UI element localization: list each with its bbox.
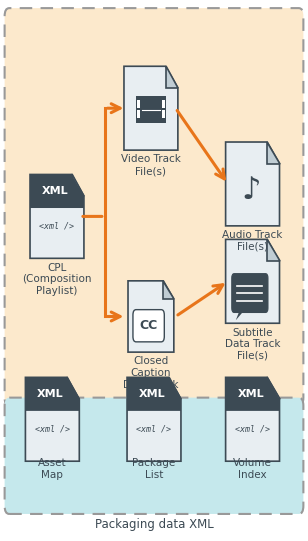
Text: ♪: ♪ [241,176,261,205]
Text: Subtitle
Data Track
File(s): Subtitle Data Track File(s) [225,328,280,361]
Polygon shape [236,308,246,320]
Polygon shape [267,239,280,261]
Text: Video Track
File(s): Video Track File(s) [121,155,181,176]
Bar [162,110,164,118]
Polygon shape [225,378,280,411]
Text: <xml />: <xml /> [39,222,75,231]
Polygon shape [267,378,280,399]
Text: XML: XML [37,389,64,399]
Polygon shape [67,378,79,399]
Text: Audio Track
File(s): Audio Track File(s) [222,230,283,252]
Polygon shape [267,142,280,163]
Text: CC: CC [140,319,158,332]
Polygon shape [225,378,280,461]
Text: <xml />: <xml /> [35,425,70,434]
Bar [137,100,140,108]
Text: Package
List: Package List [132,458,176,480]
FancyBboxPatch shape [5,8,303,406]
Polygon shape [127,378,181,411]
Polygon shape [26,378,79,411]
Polygon shape [163,281,174,299]
Bar [136,96,166,123]
Polygon shape [127,378,181,461]
Polygon shape [30,174,84,208]
Polygon shape [225,142,280,226]
FancyBboxPatch shape [232,274,268,313]
Bar [162,100,164,108]
Text: Volume
Index: Volume Index [233,458,272,480]
Text: Packaging data XML: Packaging data XML [95,518,213,531]
Text: CPL
(Composition
Playlist): CPL (Composition Playlist) [22,263,92,296]
Bar [137,110,140,118]
Text: Closed
Caption
Data Track
File(s): Closed Caption Data Track File(s) [123,357,179,401]
Polygon shape [71,174,84,196]
Polygon shape [124,66,178,150]
Text: XML: XML [42,186,68,196]
Polygon shape [30,174,84,259]
Text: Asset
Map: Asset Map [38,458,67,480]
Polygon shape [26,378,79,461]
Text: <xml />: <xml /> [136,425,172,434]
Text: <xml />: <xml /> [235,425,270,434]
Polygon shape [128,281,174,352]
Polygon shape [166,66,178,88]
Polygon shape [225,239,280,324]
Text: XML: XML [139,389,165,399]
Text: XML: XML [237,389,264,399]
FancyBboxPatch shape [133,309,164,342]
Polygon shape [169,378,181,399]
FancyBboxPatch shape [5,398,303,514]
